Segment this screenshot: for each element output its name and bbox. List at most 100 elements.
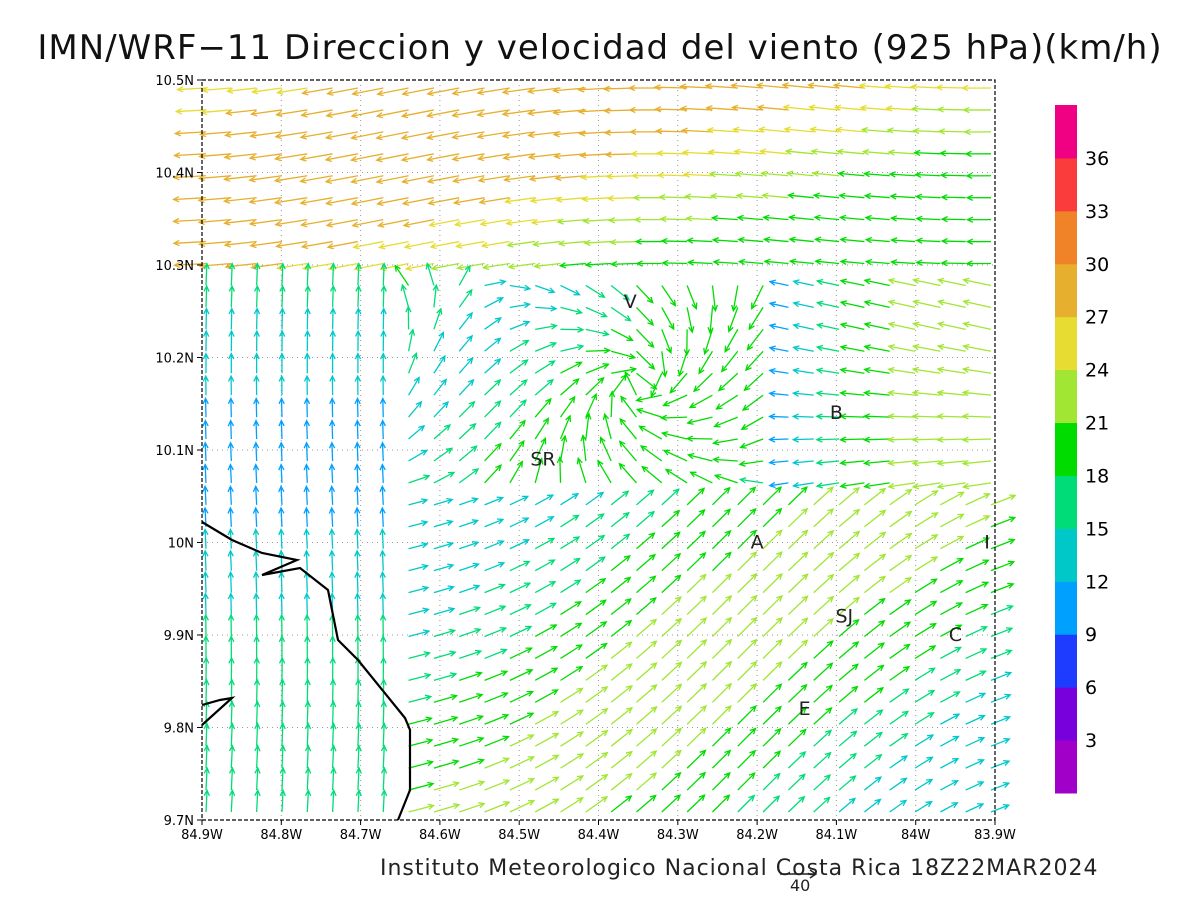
wind-arrow <box>582 435 587 462</box>
wind-arrow-head <box>252 441 260 449</box>
wind-arrow-head <box>889 259 898 266</box>
wind-arrow-head <box>936 321 945 328</box>
wind-arrow-head <box>481 263 490 271</box>
wind-arrow-head <box>523 320 531 327</box>
wind-arrow-head <box>494 379 502 386</box>
wind-arrow-head <box>418 424 426 432</box>
wind-arrow <box>762 508 782 528</box>
wind-arrow-head <box>853 486 861 494</box>
wind-arrow-head <box>278 549 285 557</box>
wind-arrow-head <box>905 510 913 518</box>
wind-arrow <box>204 550 207 571</box>
wind-arrow-head <box>875 731 884 739</box>
wind-arrow <box>661 750 682 769</box>
wind-arrow-head <box>173 130 182 137</box>
wind-arrow-head <box>355 722 362 730</box>
wind-arrow <box>503 153 536 159</box>
wind-arrow <box>251 262 283 269</box>
wind-arrow <box>636 772 657 791</box>
wind-arrow-head <box>801 573 809 581</box>
wind-arrow <box>305 529 308 549</box>
wind-arrow-head <box>839 278 847 285</box>
wind-arrow-head <box>525 625 533 632</box>
wind-arrow <box>889 599 911 616</box>
wind-arrow-head <box>607 217 616 224</box>
wind-arrow <box>839 194 865 199</box>
wind-arrow-head <box>452 177 460 184</box>
wind-arrow <box>503 87 536 94</box>
wind-arrow-head <box>708 171 716 178</box>
wind-arrow-head <box>494 400 502 408</box>
wind-arrow-head <box>978 692 987 699</box>
wind-arrow-head <box>248 220 257 227</box>
wind-arrow-head <box>763 258 771 265</box>
wind-arrow <box>817 301 840 309</box>
wind-arrow-head <box>952 735 960 742</box>
wind-arrow <box>381 529 384 549</box>
wind-arrow-head <box>599 436 606 444</box>
wind-arrow-head <box>202 463 209 471</box>
wind-arrow-head <box>228 262 236 270</box>
wind-arrow <box>787 639 808 659</box>
x-axis-ticks: 84.9W 84.8W 84.7W 84.6W 84.5W 84.4W 84.3W 84.2W… <box>181 820 1016 843</box>
wind-arrow-head <box>699 552 707 559</box>
wind-arrow-head <box>300 242 309 250</box>
wind-arrow-head <box>426 760 435 767</box>
wind-arrow-head <box>227 419 235 427</box>
wind-arrow-head <box>749 486 757 494</box>
wind-arrow-head <box>749 727 757 735</box>
wind-arrow <box>816 438 840 441</box>
wind-arrow <box>402 175 435 183</box>
wind-arrow-head <box>749 749 757 757</box>
wind-arrow <box>509 800 535 813</box>
wind-arrow <box>534 711 559 725</box>
wind-arrow-head <box>422 607 430 614</box>
wind-arrow <box>433 401 449 418</box>
wind-arrow <box>941 262 966 265</box>
wind-arrow <box>686 307 693 333</box>
wind-arrow-head <box>1004 693 1012 700</box>
wind-arrow <box>534 732 559 747</box>
wind-arrow-head <box>775 705 782 713</box>
wind-arrow <box>737 486 756 506</box>
wind-arrow <box>890 173 916 177</box>
wind-arrow <box>326 131 359 139</box>
wind-arrow <box>509 284 530 290</box>
colorbar-label: 18 <box>1085 465 1109 487</box>
wind-arrow-head <box>863 192 872 200</box>
wind-arrow-head <box>801 507 809 515</box>
wind-arrow-head <box>329 352 336 360</box>
wind-arrow-head <box>472 540 480 548</box>
wind-arrow <box>509 669 533 681</box>
wind-arrow-head <box>887 389 895 397</box>
wind-arrow-head <box>426 177 434 184</box>
wind-arrow <box>787 796 805 813</box>
wind-arrow-head <box>278 441 285 449</box>
wind-arrow <box>963 415 992 418</box>
wind-arrow-head <box>401 199 410 206</box>
wind-arrow-head <box>700 617 708 625</box>
wind-arrow <box>610 576 631 594</box>
wind-arrow-head <box>851 685 859 693</box>
wind-arrow <box>509 712 534 725</box>
wind-arrow-head <box>547 537 556 544</box>
wind-arrow <box>224 197 257 202</box>
wind-arrow-head <box>879 487 887 495</box>
wind-arrow-head <box>625 663 633 670</box>
wind-arrow-head <box>911 413 919 420</box>
wind-arrow-head <box>447 585 455 592</box>
wind-arrow-head <box>862 390 871 397</box>
wind-arrow-head <box>405 305 412 313</box>
wind-arrow <box>937 438 966 441</box>
wind-arrow-head <box>355 744 362 752</box>
wind-arrow-head <box>420 449 429 456</box>
wind-arrow-head <box>905 532 913 540</box>
wind-arrow-head <box>530 219 539 226</box>
wind-arrow-head <box>900 777 908 784</box>
wind-arrow <box>665 468 688 484</box>
wind-arrow <box>433 471 455 484</box>
wind-arrow-head <box>380 722 388 730</box>
wind-arrow <box>817 346 840 352</box>
wind-arrow-head <box>704 82 712 90</box>
wind-arrow <box>224 153 257 158</box>
